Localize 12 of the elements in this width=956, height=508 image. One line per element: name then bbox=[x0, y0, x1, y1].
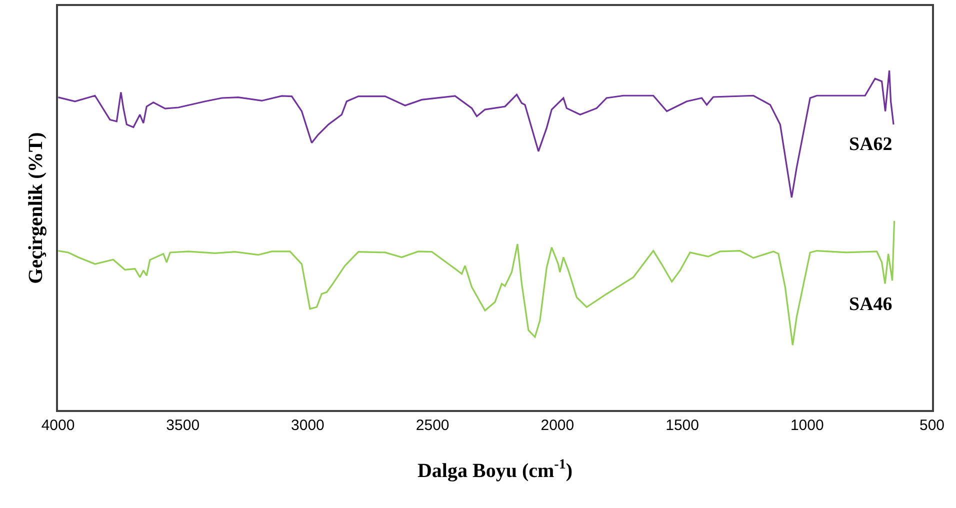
x-tick-label: 3000 bbox=[291, 417, 324, 434]
x-tick-label: 500 bbox=[919, 417, 945, 434]
x-tick-label: 2000 bbox=[540, 417, 574, 434]
series-label: SA62 bbox=[849, 134, 892, 155]
x-tick-label: 1500 bbox=[666, 417, 699, 434]
x-tick-label: 3500 bbox=[166, 417, 200, 434]
x-tick-label: 2500 bbox=[416, 417, 450, 434]
y-axis-title: Geçirgenlik (%T) bbox=[25, 132, 47, 284]
series-label: SA46 bbox=[849, 294, 892, 315]
x-axis-title: Dalga Boyu (cm$^{-1}$) bbox=[417, 458, 573, 482]
x-tick-label: 4000 bbox=[41, 417, 75, 434]
x-tick-label: 1000 bbox=[790, 417, 824, 434]
